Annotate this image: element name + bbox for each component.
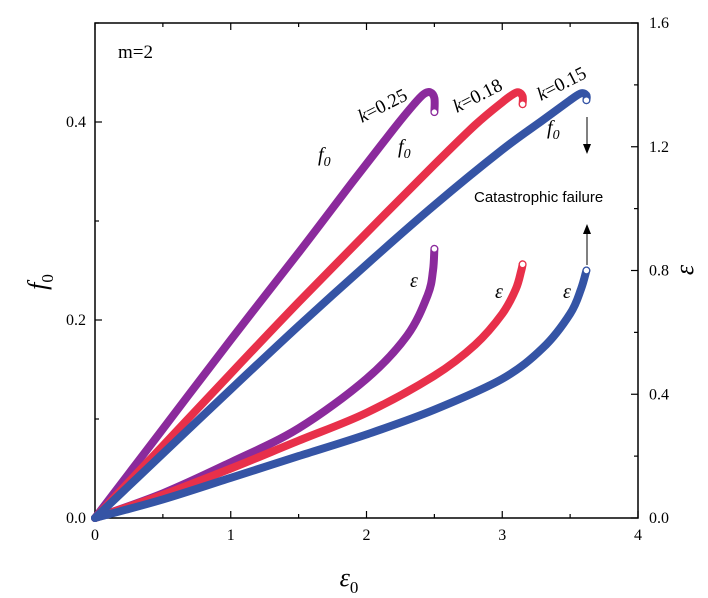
f0-endpoint-marker-1 xyxy=(518,100,527,109)
catastrophic-failure-label: Catastrophic failure xyxy=(474,189,603,206)
epsilon-curve-2 xyxy=(91,266,591,522)
y-right-tick-label: 0.8 xyxy=(649,263,669,280)
k-label-015: k=0.15 xyxy=(534,63,590,106)
curves xyxy=(91,88,591,522)
x-axis-title-sub: 0 xyxy=(350,578,359,597)
eps-label-015: ε xyxy=(563,281,571,303)
x-axis-title: ε0 xyxy=(340,563,359,597)
y-right-tick-label: 1.6 xyxy=(649,15,669,32)
f0-label-018: f0 xyxy=(398,136,411,162)
x-tick-label: 1 xyxy=(227,527,235,544)
x-tick-label: 0 xyxy=(91,527,99,544)
y-right-tick-label: 1.2 xyxy=(649,139,669,156)
epsilon-endpoint-marker-0 xyxy=(430,244,439,253)
epsilon-endpoint-marker-1 xyxy=(518,260,527,269)
m-label: m=2 xyxy=(118,42,153,63)
y-left-axis-title-sub: 0 xyxy=(38,274,57,283)
y-right-axis-title: ε xyxy=(670,264,699,275)
up-arrow-icon xyxy=(583,224,591,265)
y-right-tick-label: 0.0 xyxy=(649,510,669,527)
f0-endpoint-marker-0 xyxy=(430,108,439,116)
f0-curve-0 xyxy=(91,88,439,522)
f0-curve-2 xyxy=(91,89,591,522)
down-arrow-icon xyxy=(583,117,591,154)
x-tick-label: 2 xyxy=(363,527,371,544)
epsilon-curve-1 xyxy=(91,260,527,522)
y-left-tick-label: 0.2 xyxy=(66,312,86,329)
eps-label-025: ε xyxy=(410,270,418,292)
f0-label-015: f0 xyxy=(547,117,560,143)
y-left-tick-label: 0.4 xyxy=(66,114,86,131)
ticks: 0 1 2 3 4 0.0 0.2 0.4 0.0 0.4 0.8 1.2 1.6 xyxy=(66,15,669,544)
eps-label-018: ε xyxy=(495,281,503,303)
f0-endpoint-marker-2 xyxy=(582,96,591,105)
y-left-axis-title: f0 xyxy=(23,274,57,290)
f0-label-025: f0 xyxy=(318,144,331,170)
x-tick-label: 4 xyxy=(634,527,642,544)
f0-curve-1 xyxy=(91,88,527,522)
x-tick-label: 3 xyxy=(498,527,506,544)
epsilon-curve-0 xyxy=(91,244,439,522)
epsilon-endpoint-marker-2 xyxy=(582,266,591,275)
y-right-tick-label: 0.4 xyxy=(649,386,669,403)
y-left-tick-label: 0.0 xyxy=(66,510,86,527)
